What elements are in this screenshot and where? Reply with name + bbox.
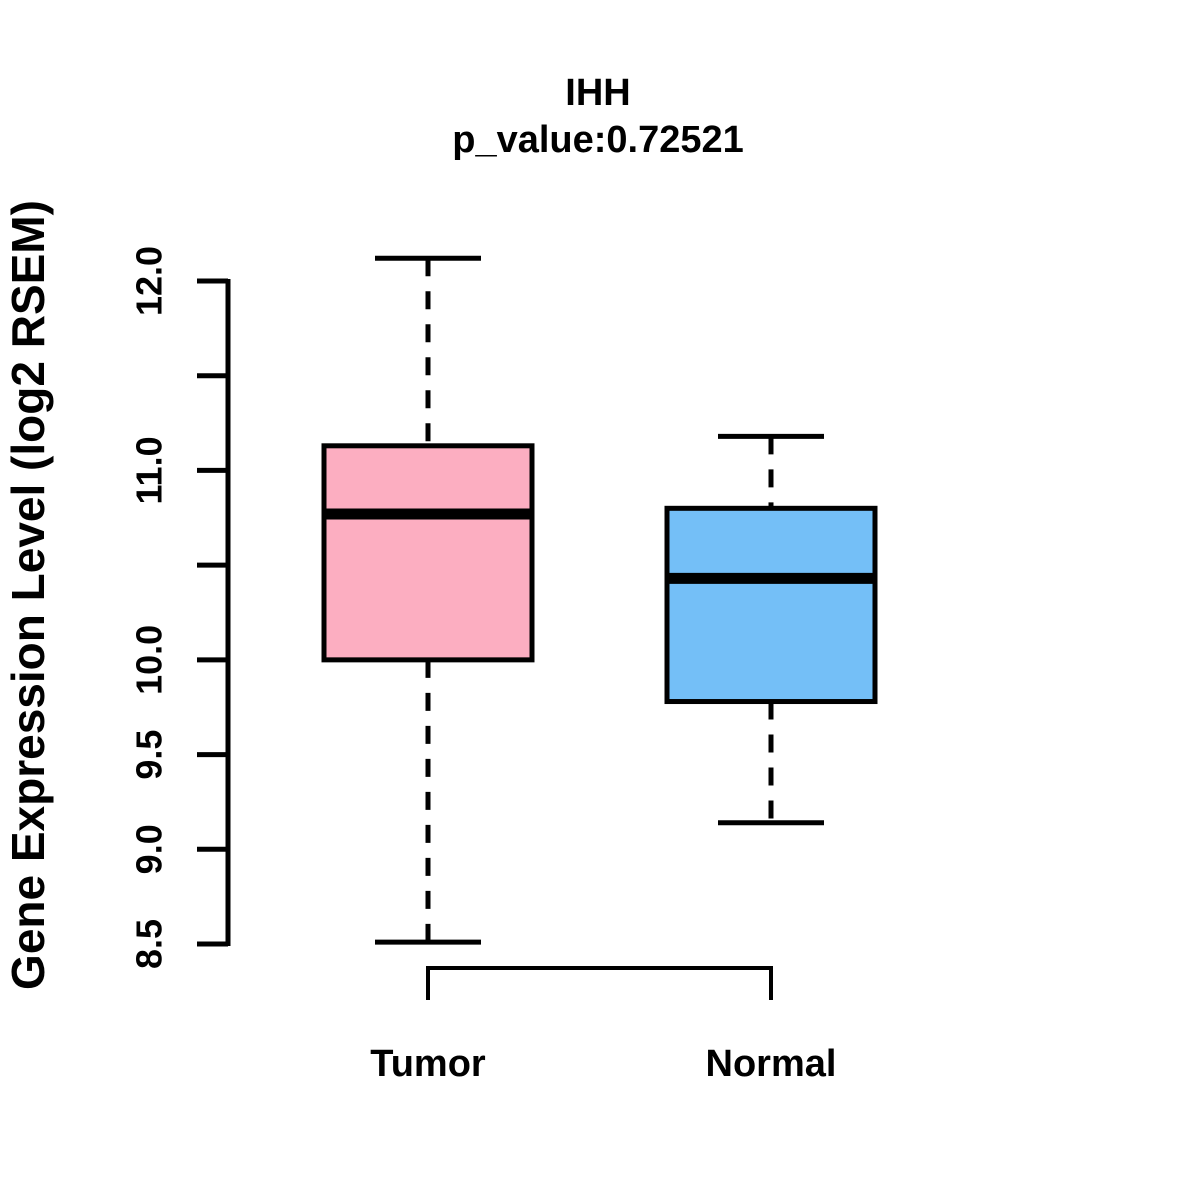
y-axis-tick-label: 9.0 — [129, 824, 170, 874]
y-axis-tick-label: 10.0 — [129, 625, 170, 695]
iqr-box-tumor — [321, 443, 535, 663]
chart-subtitle-pvalue: p_value:0.72521 — [452, 119, 744, 161]
y-axis-title: Gene Expression Level (log2 RSEM) — [2, 200, 54, 990]
y-axis-tick-label: 12.0 — [129, 246, 170, 316]
x-axis-bracket — [426, 966, 773, 1000]
category-label-normal: Normal — [706, 1043, 837, 1085]
y-axis-tick-label: 8.5 — [129, 919, 170, 969]
y-axis-tick-label: 11.0 — [129, 436, 170, 504]
y-axis-tick-label: 9.5 — [129, 730, 170, 780]
category-label-tumor: Tumor — [370, 1043, 486, 1085]
chart-title: IHH — [565, 72, 631, 114]
chart-title-block: IHH p_value:0.72521 — [452, 70, 744, 164]
iqr-box-normal — [664, 505, 878, 705]
